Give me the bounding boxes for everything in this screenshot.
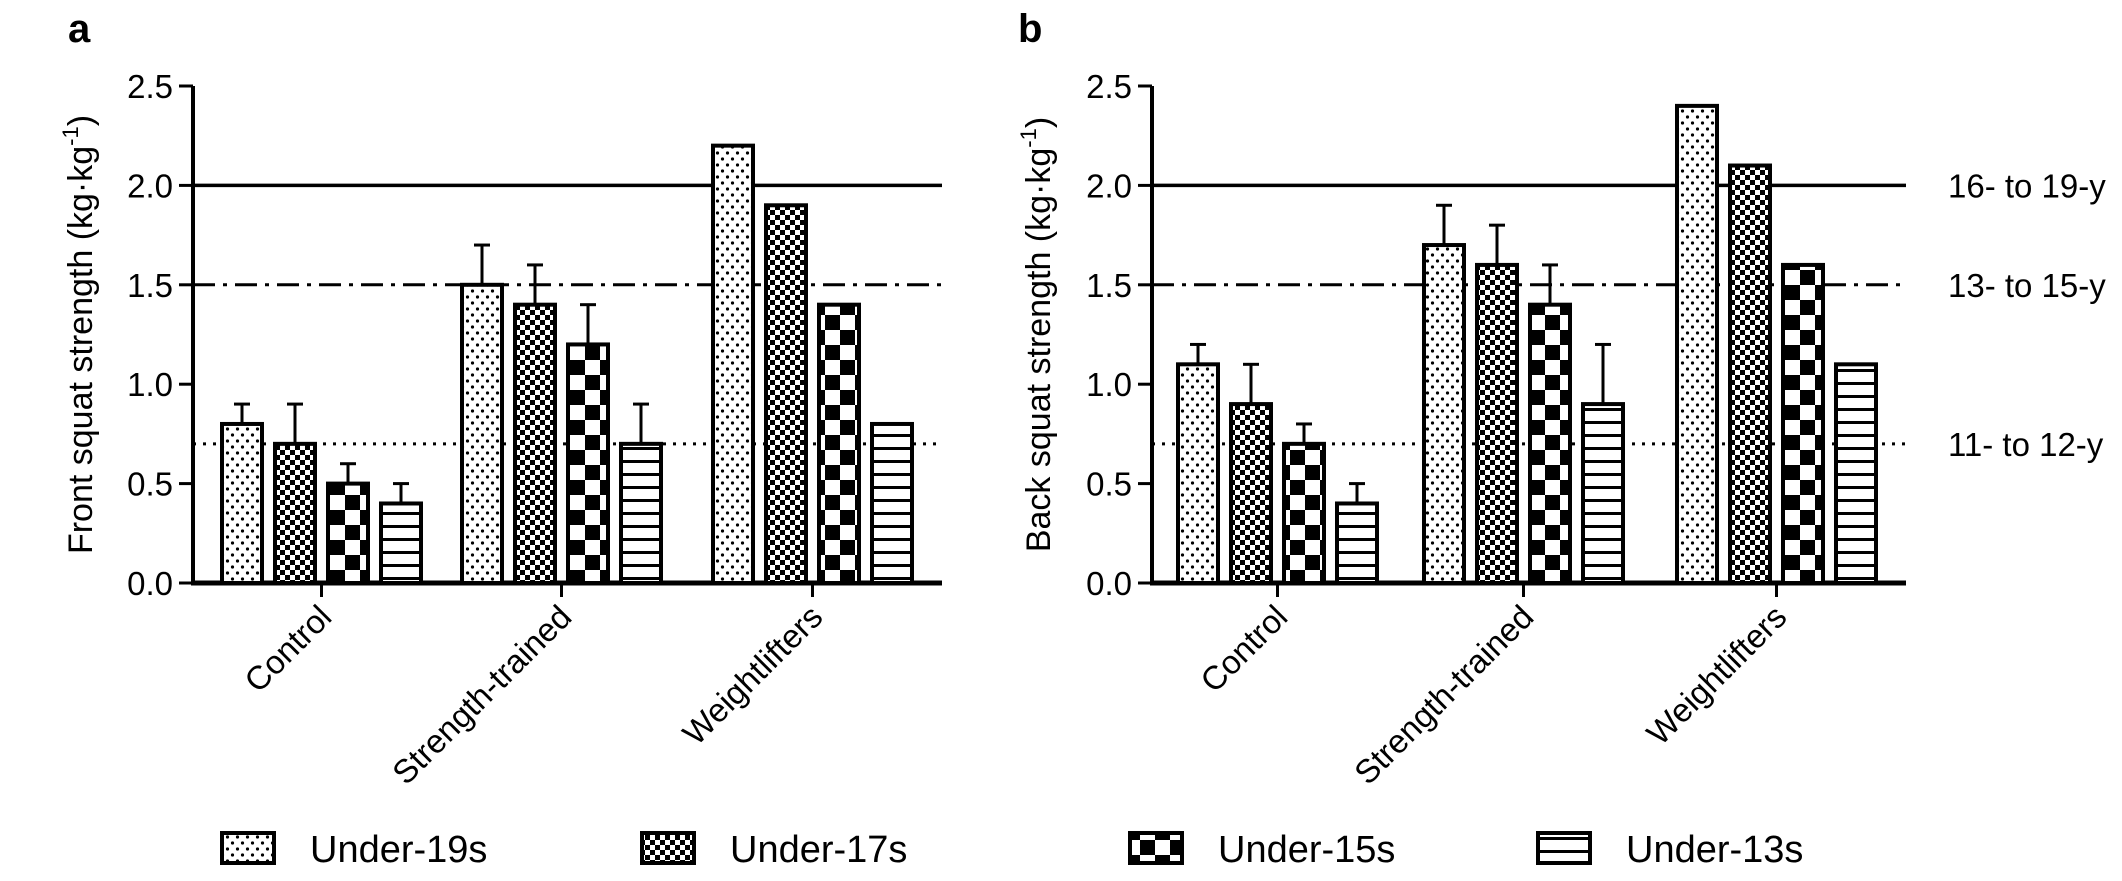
panel-a-bar-under-17s-1 [273,441,317,585]
panel-b-y-tick-label-1: 0.5 [1086,466,1132,503]
legend-swatch-under-13s [1536,831,1592,865]
panel-b-y-tick-label-4: 2.0 [1086,167,1132,204]
panel-a-bar-under-19s-2 [460,282,504,585]
panel-b-reference-label-2: 13- to 15-y [1948,267,2106,304]
panel-a-bar-under-15s-3 [817,302,861,585]
panel-b-x-tick-label-2: Strength-trained [1347,598,1540,791]
panel-a-y-tick-label-5: 2.5 [127,68,173,105]
panel-b-reference-label-3: 11- to 12-y [1948,426,2104,463]
panel-b-bar-under-17s-1 [1229,402,1273,585]
legend-label-under-15s: Under-15s [1218,829,1395,871]
panel-b-letter: b [1018,7,1042,51]
panel-b-reference-label-1: 16- to 19-y [1948,167,2106,204]
panel-a-x-tick-label-3: Weightlifters [675,598,829,752]
panel-a-y-tick-label-4: 2.0 [127,167,173,204]
panel-a-bar-under-13s-3 [870,421,914,585]
panel-b-bar-under-13s-1 [1335,501,1379,586]
panel-a: a 0.0 0.5 1.0 1.5 2.0 2.5 Front squat strength … [58,7,942,791]
panel-a-bar-under-17s-2 [513,302,557,585]
panel-a-y-tick-label-3: 1.5 [127,267,173,304]
panel-b-bar-under-15s-1 [1282,441,1326,585]
panel-b-bar-under-19s-2 [1422,243,1466,585]
panel-b-y-tick-label-0: 0.0 [1086,565,1132,602]
panel-a-y-tick-label-1: 0.5 [127,466,173,503]
panel-b-y-tick-label-2: 1.0 [1086,366,1132,403]
panel-b-bar-under-19s-3 [1675,103,1719,585]
panel-b-bar-under-15s-3 [1781,262,1825,585]
panel-a-letter: a [68,7,91,51]
panel-b-bar-under-17s-3 [1728,163,1772,586]
panel-b-y-tick-label-3: 1.5 [1086,267,1132,304]
panel-a-bar-under-15s-1 [326,481,370,586]
legend-swatch-under-19s [220,831,276,865]
legend-label-under-13s: Under-13s [1626,829,1803,871]
panel-b-y-axis-title: Back squat strength (kg·kg-1) [1016,117,1058,552]
legend-swatch-under-15s [1128,831,1184,865]
legend-swatch-under-17s [640,831,696,865]
panel-a-bar-under-19s-1 [220,421,264,585]
panel-a-x-tick-label-1: Control [237,598,338,699]
panel-b-bar-under-19s-1 [1176,362,1220,585]
panel-a-y-tick-label-0: 0.0 [127,565,173,602]
panel-b-bar-under-13s-3 [1834,362,1878,585]
panel-b-bar-under-13s-2 [1581,402,1625,585]
panel-b-x-tick-label-3: Weightlifters [1639,598,1793,752]
panel-b-bar-under-15s-2 [1528,302,1572,585]
panel-b: b 16- to 19-y 13- to 15-y 11- to 12-y 0.0 0.5… [1016,7,2106,791]
panel-a-y-axis-title: Front squat strength (kg·kg-1) [58,115,100,554]
panel-a-bar-under-17s-3 [764,203,808,585]
panel-b-bar-under-17s-2 [1475,262,1519,585]
panel-a-y-tick-label-2: 1.0 [127,366,173,403]
legend: Under-19s Under-17s Under-15s Under-13s [220,829,1803,871]
legend-label-under-19s: Under-19s [310,829,487,871]
panel-a-x-tick-label-2: Strength-trained [385,598,578,791]
panel-a-bar-under-13s-2 [619,441,663,585]
panel-b-x-tick-label-1: Control [1193,598,1294,699]
panel-a-bar-under-19s-3 [711,143,755,585]
panel-a-bar-under-13s-1 [379,501,423,586]
panel-a-bar-under-15s-2 [566,342,610,585]
legend-label-under-17s: Under-17s [730,829,907,871]
panel-b-y-tick-label-5: 2.5 [1086,68,1132,105]
